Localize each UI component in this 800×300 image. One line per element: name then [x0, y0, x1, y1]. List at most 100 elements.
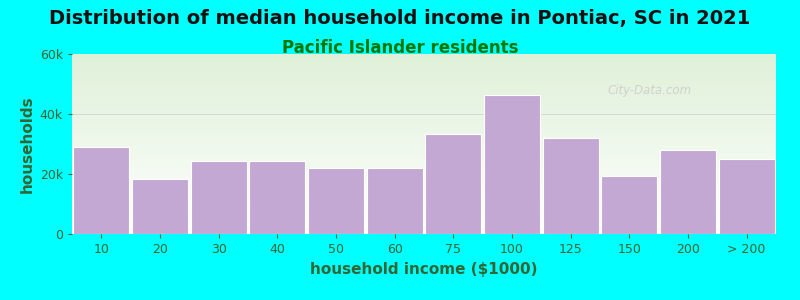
Bar — [72, 210, 776, 211]
Bar — [72, 116, 776, 117]
Bar — [72, 70, 776, 71]
Bar — [72, 203, 776, 204]
Bar — [72, 88, 776, 89]
X-axis label: household income ($1000): household income ($1000) — [310, 262, 538, 277]
Bar — [72, 219, 776, 220]
Bar — [72, 153, 776, 154]
Bar — [72, 127, 776, 128]
Bar — [72, 202, 776, 203]
Bar — [72, 91, 776, 92]
Bar — [72, 105, 776, 106]
Bar — [72, 126, 776, 127]
Bar — [72, 165, 776, 166]
Text: Pacific Islander residents: Pacific Islander residents — [282, 39, 518, 57]
Bar — [72, 187, 776, 188]
Bar — [72, 214, 776, 215]
Bar — [72, 161, 776, 162]
Bar — [72, 110, 776, 111]
Bar — [72, 63, 776, 64]
Bar — [72, 205, 776, 206]
Bar — [72, 212, 776, 213]
Bar — [72, 143, 776, 144]
Bar — [72, 232, 776, 233]
Bar — [72, 146, 776, 147]
Bar — [72, 155, 776, 156]
Bar — [72, 223, 776, 224]
Bar — [72, 182, 776, 183]
Bar — [72, 227, 776, 228]
Bar — [72, 154, 776, 155]
Bar — [72, 156, 776, 157]
Bar — [132, 178, 188, 234]
Bar — [72, 96, 776, 97]
Bar — [74, 147, 129, 234]
Bar — [72, 190, 776, 191]
Bar — [72, 191, 776, 192]
Bar — [72, 103, 776, 104]
Bar — [72, 211, 776, 212]
Bar — [72, 200, 776, 201]
Bar — [72, 167, 776, 168]
Bar — [72, 75, 776, 76]
Bar — [72, 129, 776, 130]
Bar — [72, 95, 776, 96]
Bar — [72, 118, 776, 119]
Bar — [72, 78, 776, 79]
Bar — [72, 84, 776, 85]
Bar — [72, 61, 776, 62]
Bar — [72, 176, 776, 177]
Bar — [72, 164, 776, 165]
Bar — [72, 132, 776, 133]
Bar — [72, 62, 776, 63]
Bar — [72, 172, 776, 173]
Bar — [72, 230, 776, 231]
Bar — [72, 178, 776, 179]
Bar — [72, 188, 776, 189]
Bar — [72, 130, 776, 131]
Bar — [72, 133, 776, 134]
Bar — [72, 197, 776, 198]
Bar — [72, 69, 776, 70]
Y-axis label: households: households — [19, 95, 34, 193]
Bar — [72, 221, 776, 222]
Bar — [72, 94, 776, 95]
Bar — [72, 159, 776, 160]
Bar — [602, 176, 658, 234]
Bar — [72, 225, 776, 226]
Bar — [72, 163, 776, 164]
Bar — [250, 160, 305, 234]
Bar — [72, 174, 776, 175]
Bar — [72, 64, 776, 65]
Bar — [72, 112, 776, 113]
Bar — [72, 196, 776, 197]
Text: Distribution of median household income in Pontiac, SC in 2021: Distribution of median household income … — [50, 9, 750, 28]
Bar — [72, 123, 776, 124]
Bar — [72, 72, 776, 73]
Bar — [72, 55, 776, 56]
Bar — [72, 87, 776, 88]
Bar — [72, 93, 776, 94]
Bar — [72, 198, 776, 199]
Bar — [72, 139, 776, 140]
Bar — [72, 82, 776, 83]
Bar — [72, 199, 776, 200]
Bar — [72, 170, 776, 171]
Bar — [72, 90, 776, 91]
Bar — [72, 177, 776, 178]
Bar — [72, 67, 776, 68]
Bar — [72, 81, 776, 82]
Bar — [72, 141, 776, 142]
Bar — [72, 117, 776, 118]
Bar — [72, 208, 776, 209]
Bar — [72, 120, 776, 121]
Bar — [72, 195, 776, 196]
Bar — [72, 97, 776, 98]
Bar — [72, 169, 776, 170]
Bar — [72, 86, 776, 87]
Bar — [72, 83, 776, 84]
Bar — [72, 92, 776, 93]
Bar — [72, 124, 776, 125]
Bar — [72, 58, 776, 59]
Bar — [72, 158, 776, 159]
Bar — [72, 128, 776, 129]
